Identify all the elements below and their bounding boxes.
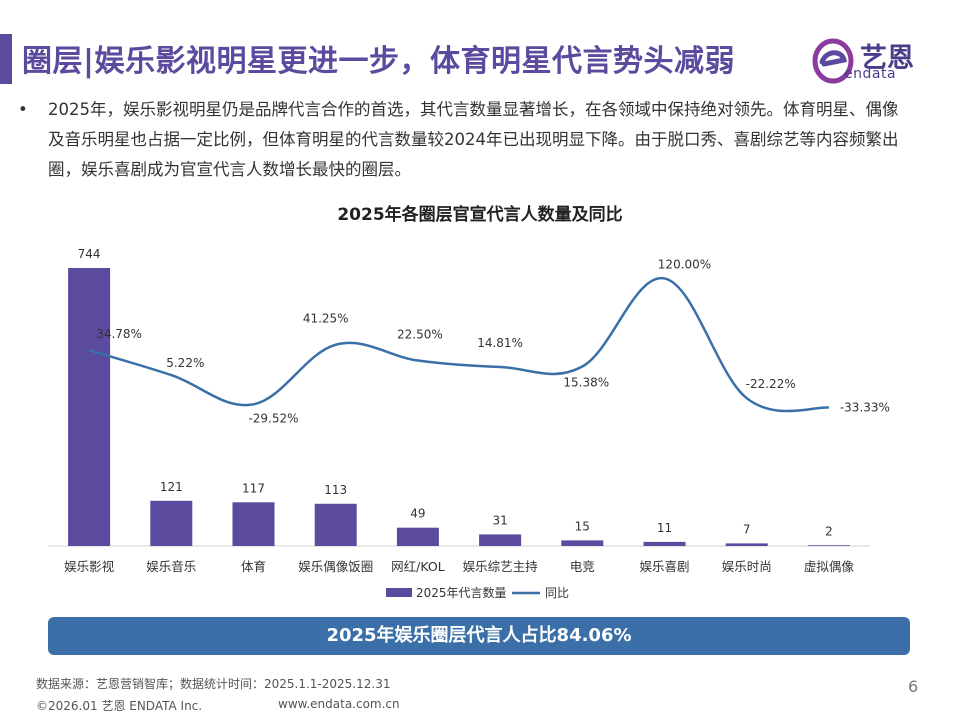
- line-value-label-5: 14.81%: [477, 336, 523, 350]
- bar-6: [561, 540, 604, 546]
- legend-label-line: 同比: [545, 586, 569, 600]
- bar-1: [150, 500, 193, 546]
- bar-value-label-3: 113: [324, 483, 347, 497]
- legend-swatch-bars: [386, 588, 412, 597]
- page-title: 圈层|娱乐影视明星更进一步，体育明星代言势头减弱: [22, 44, 735, 79]
- bullet-paragraph: • 2025年，娱乐影视明星仍是品牌代言合作的首选，其代言数量显著增长，在各领域…: [18, 95, 902, 185]
- bar-value-label-8: 7: [743, 522, 751, 536]
- bar-3: [314, 503, 357, 546]
- bar-value-label-6: 15: [575, 519, 590, 533]
- bullet-text: 2025年，娱乐影视明星仍是品牌代言合作的首选，其代言数量显著增长，在各领域中保…: [48, 100, 899, 179]
- footer-source: 数据来源：艺恩营销智库；数据统计时间：2025.1.1-2025.12.31: [36, 677, 391, 691]
- line-value-label-8: -22.22%: [746, 377, 796, 391]
- line-value-label-2: -29.52%: [248, 411, 298, 425]
- bar-value-label-1: 121: [160, 480, 183, 494]
- category-label-2: 体育: [241, 559, 266, 574]
- category-label-4: 网红/KOL: [391, 559, 445, 574]
- bar-5: [479, 534, 522, 546]
- logo-mark-icon: [812, 38, 854, 84]
- category-label-6: 电竞: [570, 559, 595, 574]
- category-label-5: 娱乐综艺主持: [463, 559, 538, 574]
- line-value-label-4: 22.50%: [397, 328, 443, 342]
- bullet-marker: •: [18, 100, 28, 119]
- line-value-label-0: 34.78%: [96, 327, 142, 341]
- bar-value-label-9: 2: [825, 524, 833, 538]
- bar-9: [807, 545, 850, 546]
- category-label-8: 娱乐时尚: [722, 559, 772, 574]
- bar-value-label-4: 49: [410, 507, 425, 521]
- bar-8: [725, 543, 768, 546]
- bar-2: [232, 502, 275, 546]
- category-label-9: 虚拟偶像: [804, 559, 855, 574]
- bar-value-label-0: 744: [78, 247, 101, 261]
- legend-label-bars: 2025年代言数量: [416, 585, 507, 600]
- summary-banner: 2025年娱乐圈层代言人占比84.06%: [48, 617, 910, 655]
- category-label-1: 娱乐音乐: [146, 559, 196, 574]
- category-label-7: 娱乐喜剧: [639, 559, 689, 574]
- bar-value-label-7: 11: [657, 521, 672, 535]
- line-value-label-1: 5.22%: [166, 356, 204, 370]
- category-label-3: 娱乐偶像饭圈: [298, 559, 373, 574]
- footer-copyright: ©2026.01 艺恩 ENDATA Inc.: [36, 699, 203, 713]
- category-label-0: 娱乐影视: [64, 559, 115, 574]
- logo-text-cn: 艺恩: [860, 43, 914, 74]
- title-accent-bar: [0, 34, 12, 84]
- line-value-label-3: 41.25%: [303, 312, 349, 326]
- bar-value-label-5: 31: [492, 513, 507, 527]
- footer-url[interactable]: www.endata.com.cn: [278, 697, 400, 711]
- bar-0: [68, 268, 111, 546]
- bar-value-label-2: 117: [242, 481, 265, 495]
- yoy-line: [88, 277, 830, 413]
- bar-7: [643, 541, 686, 546]
- chart-title: 2025年各圈层官宣代言人数量及同比: [337, 205, 623, 225]
- page-number: 6: [908, 677, 919, 696]
- endata-logo: 艺恩 endata: [812, 36, 932, 86]
- combo-chart: 744娱乐影视121娱乐音乐117体育113娱乐偶像饭圈49网红/KOL31娱乐…: [48, 247, 890, 600]
- line-value-label-6: 15.38%: [563, 376, 609, 390]
- bar-4: [396, 527, 439, 546]
- line-value-label-9: -33.33%: [840, 401, 890, 415]
- line-value-label-7: 120.00%: [658, 257, 711, 271]
- logo-text-en: endata: [844, 66, 897, 82]
